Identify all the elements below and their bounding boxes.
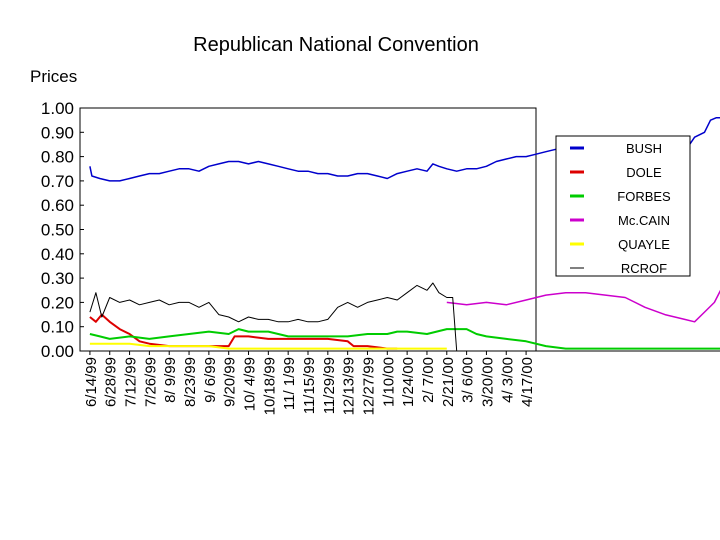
x-tick-label: 4/17/00 [519, 357, 536, 407]
x-tick-label: 6/28/99 [103, 357, 120, 407]
x-tick-label: 9/ 6/99 [202, 357, 219, 403]
x-tick-label: 9/20/99 [222, 357, 239, 407]
x-tick-label: 8/ 9/99 [162, 357, 179, 403]
y-tick-label: 0.10 [41, 318, 74, 337]
y-tick-label: 0.50 [41, 221, 74, 240]
series-line-rcrof [89, 282, 720, 352]
x-tick-label: 3/20/00 [479, 357, 496, 407]
legend-items: BUSH DOLE FORBES Mc.CAIN QUAYLE RCROF [570, 141, 671, 276]
x-tick-label: 8/23/99 [182, 357, 199, 407]
x-tick-label: 1/24/00 [400, 357, 417, 407]
y-tick-label: 1.00 [41, 99, 74, 118]
y-tick-label: 0.80 [41, 148, 74, 167]
legend-label: Mc.CAIN [618, 213, 670, 228]
x-tick-label: 2/21/00 [440, 357, 457, 407]
series-lines [89, 116, 720, 352]
y-axis-ticks: 0.00 0.10 0.20 0.30 0.40 0.50 0.60 0.70 0.80 0.90… [41, 99, 84, 361]
x-tick-label: 7/26/99 [142, 357, 159, 407]
legend-label: FORBES [617, 189, 671, 204]
x-tick-label: 10/ 4/99 [242, 357, 259, 411]
legend-label: BUSH [626, 141, 662, 156]
y-tick-label: 0.30 [41, 269, 74, 288]
x-tick-label: 12/13/99 [341, 357, 358, 415]
x-tick-label: 7/12/99 [123, 357, 140, 407]
y-tick-label: 0.20 [41, 293, 74, 312]
x-tick-label: 3/ 6/00 [460, 357, 477, 403]
x-tick-label: 4/ 3/00 [499, 357, 516, 403]
x-tick-label: 2/ 7/00 [420, 357, 437, 403]
y-tick-label: 0.40 [41, 245, 74, 264]
x-tick-label: 10/18/99 [261, 357, 278, 415]
legend-label: QUAYLE [618, 237, 670, 252]
x-tick-label: 11/ 1/99 [281, 357, 298, 410]
x-tick-label: 11/15/99 [301, 357, 318, 414]
legend-label: RCROF [621, 261, 667, 276]
legend [555, 135, 691, 277]
y-axis-label: Prices [30, 67, 77, 86]
plot-area [79, 107, 537, 352]
y-tick-label: 0.60 [41, 196, 74, 215]
series-line-quayle [89, 342, 447, 350]
series-line-forbes [89, 328, 720, 350]
x-tick-label: 6/14/99 [83, 357, 100, 407]
y-tick-label: 0.00 [41, 342, 74, 361]
x-axis-ticks: 6/14/99 6/28/99 7/12/99 7/26/99 8/ 9/99 8/23/… [83, 351, 536, 415]
series-line-bush [89, 116, 720, 192]
y-tick-label: 0.90 [41, 123, 74, 142]
x-tick-label: 1/10/00 [380, 357, 397, 407]
y-tick-label: 0.70 [41, 172, 74, 191]
chart-title: Republican National Convention [193, 34, 479, 56]
series-line-dole [89, 313, 398, 350]
x-tick-label: 12/27/99 [360, 357, 377, 415]
series-line-mccain [446, 289, 720, 323]
legend-label: DOLE [626, 165, 662, 180]
x-tick-label: 11/29/99 [321, 357, 338, 414]
